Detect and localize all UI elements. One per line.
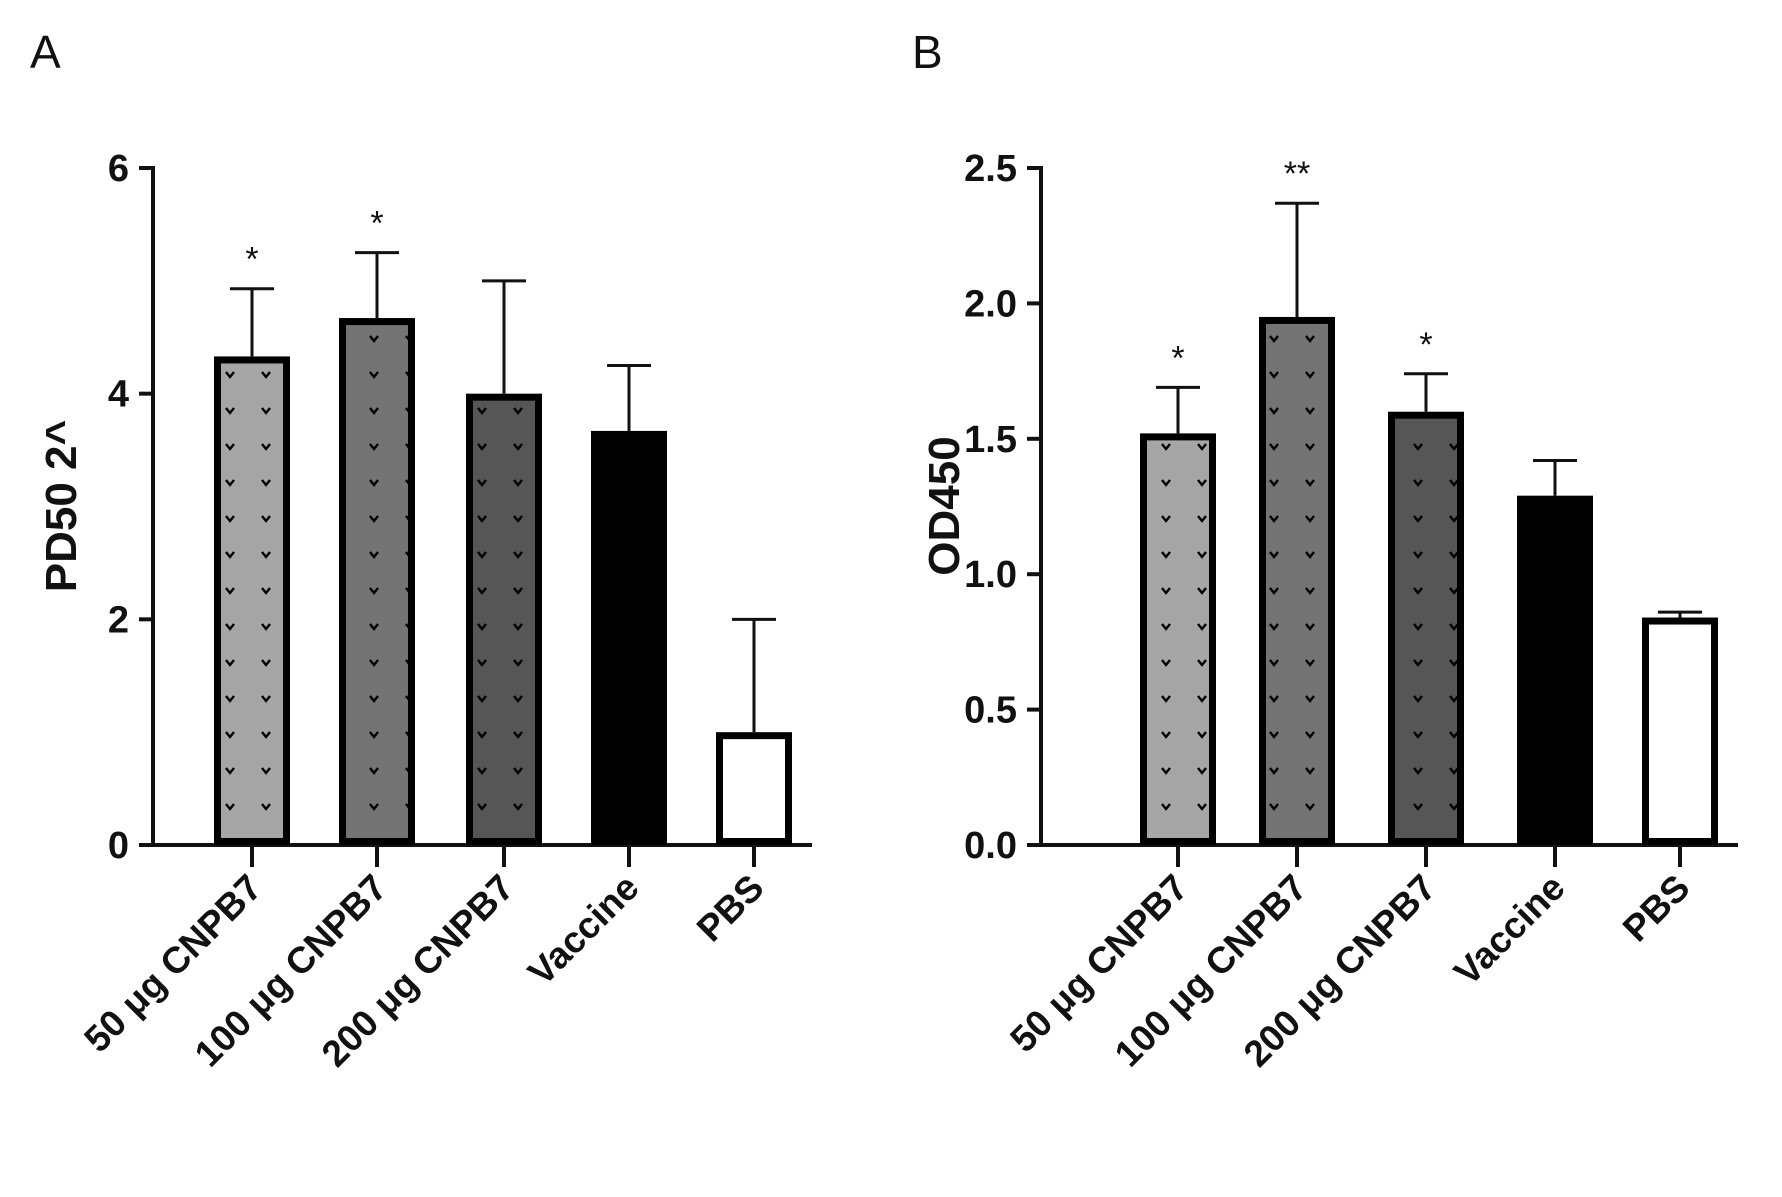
category-label: Vaccine: [520, 867, 646, 993]
y-axis-title: PD50 2^: [37, 420, 86, 592]
bar: [1642, 617, 1718, 846]
bar: [1517, 495, 1593, 845]
bar: [466, 393, 542, 845]
category-label: PBS: [1615, 867, 1698, 950]
significance-marker: *: [370, 205, 383, 243]
bar: [339, 318, 415, 845]
category-label: Vaccine: [1446, 867, 1572, 993]
panel-letter: B: [912, 26, 943, 78]
category-label: PBS: [689, 867, 772, 950]
y-tick-label: 2.0: [964, 283, 1017, 325]
bar: [1388, 411, 1464, 845]
bar: [1259, 316, 1335, 845]
significance-marker: *: [1171, 339, 1184, 377]
y-tick-label: 1.0: [964, 554, 1017, 596]
y-axis-title: OD450: [920, 436, 969, 575]
y-tick-label: 1.5: [964, 419, 1017, 461]
bar: [716, 732, 792, 846]
y-tick-label: 2.5: [964, 148, 1017, 190]
y-tick-label: 6: [108, 148, 129, 190]
bar: [1140, 433, 1216, 845]
panel-letter: A: [30, 26, 61, 78]
significance-marker: *: [1419, 326, 1432, 364]
significance-marker: **: [1284, 155, 1310, 193]
bar: [214, 356, 290, 845]
y-tick-label: 4: [108, 374, 129, 416]
y-tick-label: 0.0: [964, 825, 1017, 867]
y-tick-label: 0.5: [964, 690, 1017, 732]
bar: [591, 430, 667, 845]
significance-marker: *: [245, 241, 258, 279]
y-tick-label: 2: [108, 599, 129, 641]
y-tick-label: 0: [108, 825, 129, 867]
